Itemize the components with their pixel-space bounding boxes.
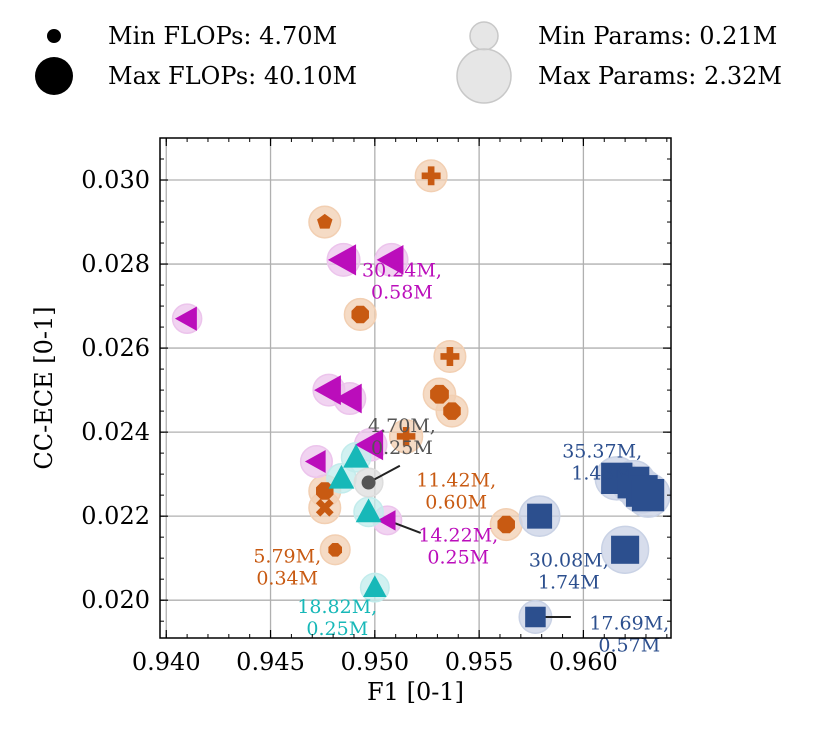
legend-flops-marker — [47, 29, 61, 43]
legend: Min FLOPs: 4.70M Max FLOPs: 40.10M Min Par… — [35, 21, 782, 104]
y-tick-label: 0.026 — [81, 334, 150, 362]
square-marker — [631, 478, 665, 512]
y-tick-label: 0.020 — [81, 586, 150, 614]
annotation-label: 0.57M — [598, 635, 660, 657]
triangle-up-marker — [328, 464, 355, 489]
annotation-label: 5.79M, — [253, 545, 321, 567]
triangle-left-marker — [355, 429, 384, 461]
octagon-marker — [316, 482, 334, 500]
octagon-marker — [430, 384, 449, 404]
annotation-label: 1.43M — [571, 462, 633, 484]
triangle-left-marker — [327, 244, 357, 276]
square-marker — [527, 503, 553, 529]
octagon-marker — [443, 402, 461, 420]
cross-marker — [315, 498, 334, 517]
legend-label: Max Params: 2.32M — [538, 62, 782, 90]
annotation-label: 17.69M, — [589, 613, 669, 635]
triangle-left-marker — [174, 306, 197, 331]
y-tick-label: 0.024 — [81, 418, 150, 446]
legend-params-marker — [469, 21, 499, 51]
triangle-up-marker — [363, 575, 387, 598]
circle-marker — [361, 475, 376, 490]
annotation-label: 30.08M, — [529, 550, 609, 572]
data-points — [174, 166, 665, 628]
annotation-label: 30.24M, — [362, 260, 442, 282]
triangle-left-marker — [314, 375, 341, 405]
square-marker — [611, 535, 640, 564]
x-axis-label: F1 [0-1] — [367, 678, 464, 706]
annotation-label: 0.25M — [306, 618, 368, 640]
legend-params-marker — [456, 48, 512, 104]
pentagon-marker — [317, 213, 333, 229]
triangle-left-marker — [334, 383, 362, 414]
plus-marker — [396, 427, 416, 446]
annotation-label: 1.74M — [538, 572, 600, 594]
triangle-up-marker — [343, 443, 369, 468]
y-axis-label: CC-ECE [0-1] — [30, 306, 58, 469]
triangle-left-marker — [376, 244, 404, 275]
annotation-label: 0.25M — [427, 546, 489, 568]
octagon-marker — [351, 305, 369, 324]
x-tick-label: 0.950 — [340, 648, 409, 676]
annotation-label: 0.58M — [371, 282, 433, 304]
annotation-label: 11.42M, — [416, 470, 496, 492]
octagon-marker — [328, 542, 343, 557]
cross-marker-shape — [315, 498, 334, 517]
x-tick-label: 0.940 — [132, 648, 201, 676]
triangle-left-marker — [304, 450, 326, 474]
plus-marker — [421, 166, 441, 186]
legend-flops-marker — [35, 57, 73, 95]
annotation-label: 0.25M — [371, 437, 433, 459]
x-tick-label: 0.945 — [236, 648, 305, 676]
triangle-up-marker — [355, 498, 382, 523]
legend-label: Min FLOPs: 4.70M — [108, 22, 337, 50]
annotation-label: 35.37M, — [562, 440, 642, 462]
grid — [160, 138, 671, 638]
plot-frame — [159, 137, 672, 639]
annotation-label: 0.34M — [256, 567, 318, 589]
square-marker — [525, 606, 546, 628]
triangle-left-marker — [377, 510, 396, 531]
y-tick-label: 0.022 — [81, 502, 150, 530]
annotation-label: 4.70M, — [368, 415, 436, 437]
x-tick-label: 0.960 — [549, 648, 618, 676]
y-tick-label: 0.030 — [81, 166, 150, 194]
plus-marker — [440, 347, 460, 366]
annotation-label: 14.22M, — [418, 524, 498, 546]
axis-ticks: 0.940 0.945 0.950 0.955 0.960 0.020 0.022 0.024… — [81, 138, 671, 676]
annotation-label: 0.60M — [425, 492, 487, 514]
legend-label: Max FLOPs: 40.10M — [108, 62, 357, 90]
legend-label: Min Params: 0.21M — [538, 22, 777, 50]
octagon-marker — [497, 515, 515, 534]
x-tick-label: 0.955 — [445, 648, 514, 676]
annotation-label: 18.82M, — [297, 596, 377, 618]
y-tick-label: 0.028 — [81, 250, 150, 278]
